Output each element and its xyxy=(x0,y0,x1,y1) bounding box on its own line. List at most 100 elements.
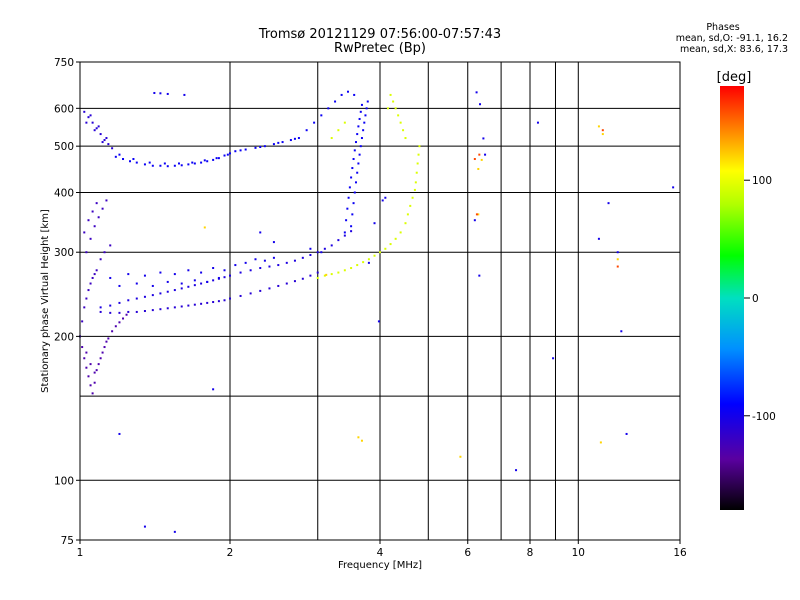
data-point xyxy=(404,137,407,140)
data-point xyxy=(239,271,242,274)
data-point xyxy=(200,271,203,274)
data-point xyxy=(477,167,480,170)
data-point xyxy=(217,300,220,303)
data-point xyxy=(93,273,96,276)
phase-stats-o: mean, sd,O: -91.1, 16.2 xyxy=(675,33,788,44)
data-point xyxy=(259,146,262,149)
data-point xyxy=(109,276,112,279)
data-point xyxy=(536,121,539,124)
data-point xyxy=(135,297,138,300)
data-point xyxy=(323,247,326,250)
data-point xyxy=(234,264,237,267)
data-point xyxy=(384,196,387,199)
data-point xyxy=(616,251,619,254)
data-point xyxy=(358,153,361,156)
x-tick-label: 1 xyxy=(77,547,84,559)
data-point xyxy=(480,158,483,161)
data-point xyxy=(206,280,209,283)
data-point xyxy=(226,153,229,156)
data-point xyxy=(135,310,138,313)
data-point xyxy=(348,186,351,189)
data-point xyxy=(193,284,196,287)
data-point xyxy=(87,375,90,378)
data-point xyxy=(254,258,257,261)
data-point xyxy=(599,441,602,444)
data-point xyxy=(607,202,610,205)
y-tick-label: 750 xyxy=(54,57,74,69)
data-point xyxy=(330,137,333,140)
data-point xyxy=(316,251,319,254)
data-point xyxy=(193,162,196,165)
data-point xyxy=(118,321,121,324)
data-point xyxy=(159,164,162,167)
data-point xyxy=(143,163,146,166)
data-point xyxy=(173,164,176,167)
data-point xyxy=(475,213,478,216)
data-point xyxy=(244,148,247,151)
colorbar-tick-label: 100 xyxy=(752,175,772,187)
data-point xyxy=(127,299,130,302)
data-point xyxy=(91,392,94,395)
data-point xyxy=(122,158,125,161)
data-point xyxy=(343,234,346,237)
data-point xyxy=(293,280,296,283)
data-point xyxy=(301,277,304,280)
data-point xyxy=(206,160,209,163)
data-point xyxy=(183,93,186,96)
data-point xyxy=(87,219,90,222)
data-point xyxy=(153,91,156,94)
data-point xyxy=(132,158,135,161)
data-point xyxy=(118,432,121,435)
chart-subtitle: RwPretec (Bp) xyxy=(333,41,427,56)
y-tick-label: 200 xyxy=(54,331,74,343)
data-point xyxy=(166,290,169,293)
data-point xyxy=(406,213,409,216)
data-point xyxy=(323,274,326,277)
colorbar xyxy=(720,86,744,510)
data-point xyxy=(346,90,349,93)
data-point xyxy=(212,388,215,391)
data-point xyxy=(360,137,363,140)
data-point xyxy=(180,305,183,308)
data-point xyxy=(203,226,206,229)
data-point xyxy=(91,121,94,124)
data-point xyxy=(118,153,121,156)
data-point xyxy=(373,222,376,225)
data-point xyxy=(234,150,237,153)
data-point xyxy=(351,213,354,216)
data-point xyxy=(203,159,206,162)
data-point xyxy=(389,93,392,96)
data-point xyxy=(263,145,266,148)
data-point xyxy=(109,244,112,247)
data-point xyxy=(337,129,340,132)
data-point xyxy=(352,202,355,205)
y-tick-label: 75 xyxy=(61,535,74,547)
data-point xyxy=(159,308,162,311)
data-point xyxy=(384,247,387,250)
data-point xyxy=(343,231,346,234)
data-point xyxy=(616,258,619,261)
data-point xyxy=(357,125,360,128)
data-point xyxy=(357,162,360,165)
x-tick-label: 4 xyxy=(377,547,384,559)
data-point xyxy=(343,121,346,124)
y-tick-labels: 75 100 200 300 400 500 600 750 xyxy=(54,57,80,547)
x-tick-label: 6 xyxy=(464,547,471,559)
data-point xyxy=(127,310,130,313)
data-point xyxy=(103,346,106,349)
x-tick-label: 8 xyxy=(527,547,534,559)
data-point xyxy=(97,125,100,128)
data-point xyxy=(103,251,106,254)
data-point xyxy=(159,271,162,274)
phase-stats-box: Phases mean, sd,O: -91.1, 16.2 mean, sd,… xyxy=(608,22,788,55)
data-point xyxy=(347,196,350,199)
data-point xyxy=(114,155,117,158)
data-point xyxy=(353,93,356,96)
data-point xyxy=(143,295,146,298)
data-point xyxy=(360,439,363,442)
data-point xyxy=(289,139,292,142)
data-point xyxy=(109,304,112,307)
data-point xyxy=(389,243,392,246)
data-point xyxy=(301,256,304,259)
